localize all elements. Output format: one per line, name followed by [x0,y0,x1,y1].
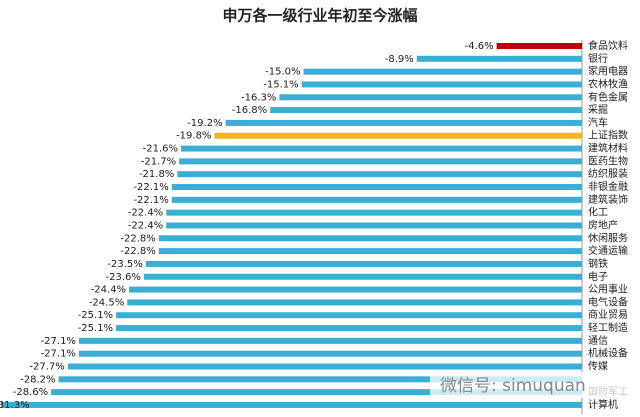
bar [127,299,583,306]
value-label: -24.5% [89,297,124,308]
bar [166,209,582,216]
value-label: -22.1% [133,195,168,206]
value-label: -21.8% [139,169,174,180]
value-label: -22.4% [128,220,163,231]
category-label: 计算机 [588,398,618,411]
value-label: -8.9% [385,54,414,65]
watermark: 微信号: simuquan [440,376,586,396]
value-label: -31.3% [0,400,30,411]
bar [78,350,582,357]
bar [214,132,582,139]
watermark-bg [430,372,635,398]
value-label: -22.1% [133,182,168,193]
category-label: 电子 [588,270,608,283]
bar [116,312,582,319]
value-label: -21.7% [141,156,176,167]
value-label: -21.6% [143,144,178,155]
value-label: -19.2% [187,118,222,129]
bar [158,235,583,242]
value-label: -28.6% [13,387,48,398]
bar [179,158,582,165]
value-label: -22.4% [128,208,163,219]
bar [270,107,582,114]
bar [166,222,582,229]
category-label: 机械设备 [588,347,628,360]
category-label: 电气设备 [588,295,628,308]
value-label: -16.3% [241,92,276,103]
value-label: -23.5% [107,259,142,270]
value-label: -23.6% [106,272,141,283]
value-label: -22.8% [120,246,155,257]
bar [51,389,582,396]
bar [181,145,582,152]
value-label: -25.1% [78,310,113,321]
value-label: -24.4% [91,285,126,296]
bar [143,273,582,280]
category-label: 钢铁 [588,257,608,270]
bar [67,363,582,370]
value-label: -19.8% [176,131,211,142]
chart-title: 申万各一级行业年初至今涨幅 [222,7,417,25]
bar [279,94,582,101]
category-label: 非银金融 [588,180,628,193]
category-label: 有色金属 [588,90,628,103]
bar [416,55,582,62]
category-label: 休闲服务 [588,231,628,244]
bar [1,401,582,408]
bar [129,286,582,293]
bar [496,43,582,49]
bar [116,325,582,332]
value-label: -27.1% [41,336,76,347]
category-label: 交通运输 [588,244,628,257]
bar [225,119,583,126]
bar [171,196,582,203]
category-label: 农林牧渔 [588,77,628,90]
category-label: 银行 [588,52,608,65]
value-label: -15.0% [265,67,300,78]
value-label: -25.1% [78,323,113,334]
category-label: 食品饮料 [588,39,628,52]
category-label: 纺织服装 [588,167,628,180]
bar [58,376,582,383]
category-label: 上证指数 [588,129,628,142]
bar [171,184,582,191]
category-label: 建筑材料 [588,142,628,155]
value-label: -4.6% [465,41,494,52]
category-label: 传媒 [588,361,608,373]
category-label: 汽车 [588,116,608,129]
category-label: 化工 [588,206,608,219]
value-label: -27.1% [41,349,76,360]
category-label: 房地产 [588,218,618,231]
value-label: -16.8% [232,105,267,116]
category-label: 采掘 [588,103,608,116]
value-label: -28.2% [20,374,55,385]
category-label: 公用事业 [588,283,628,296]
value-label: -15.1% [263,79,298,90]
value-label: -22.8% [120,233,155,244]
value-label: -27.7% [29,362,64,373]
bar [177,171,582,178]
bar [158,248,583,255]
bar [303,68,582,75]
bar [301,81,582,88]
category-label: 医药生物 [588,154,628,167]
bar [78,337,582,344]
category-label: 商业贸易 [588,308,628,321]
category-label: 轻工制造 [588,321,628,334]
category-label: 家用电器 [588,65,628,78]
category-label: 通信 [588,335,608,347]
bar [145,260,582,267]
category-label: 建筑装饰 [588,193,628,206]
